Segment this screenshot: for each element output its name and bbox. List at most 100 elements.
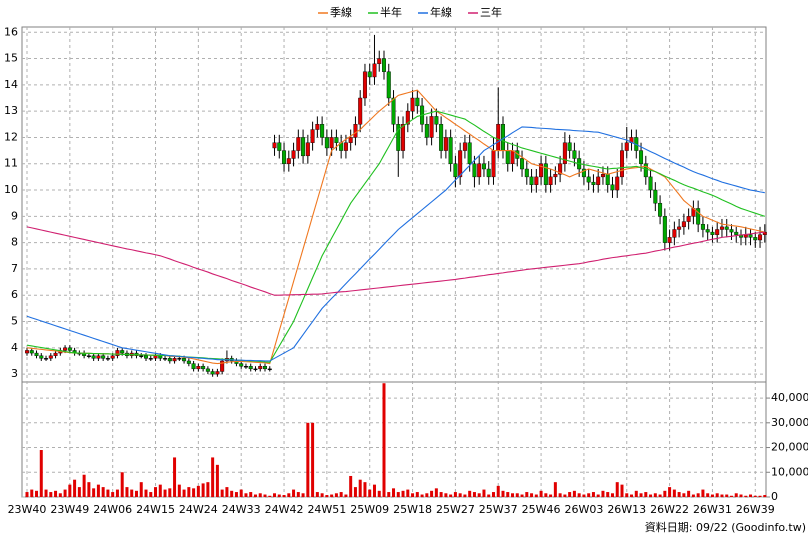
candle-body <box>253 368 258 371</box>
volume-bar <box>149 492 153 497</box>
volume-bar <box>396 492 400 497</box>
candle-body <box>443 137 448 151</box>
volume-bar <box>358 479 362 497</box>
candle-body <box>163 358 168 360</box>
volume-bar <box>477 493 481 497</box>
candle-body <box>534 176 539 185</box>
volume-bar <box>225 487 229 497</box>
candle-body <box>148 358 153 360</box>
candle-body <box>63 347 68 351</box>
volume-bar <box>106 489 110 497</box>
volume-bar <box>139 482 143 497</box>
legend-label: 年線 <box>430 5 452 19</box>
volume-bar <box>96 484 100 497</box>
candle-body <box>29 350 34 354</box>
candle-body <box>572 150 577 159</box>
candle-body <box>182 358 187 362</box>
volume-bar <box>158 484 162 497</box>
candle-body <box>553 174 558 178</box>
volume-bar <box>215 464 219 497</box>
candle-body <box>44 358 49 360</box>
ma-line <box>26 126 765 362</box>
candle-body <box>715 229 720 235</box>
volume-bar <box>472 492 476 497</box>
candle-body <box>405 110 410 125</box>
y2-tick-label: 0 <box>771 490 778 503</box>
volume-bar <box>558 493 562 497</box>
candle-body <box>110 355 115 359</box>
volume-bar <box>249 492 253 497</box>
candle-body <box>120 350 125 354</box>
y-tick-label: 12 <box>4 130 18 143</box>
candle-body <box>539 163 544 178</box>
volume-bar <box>192 488 196 497</box>
volume-bar <box>206 482 210 497</box>
volume-bar <box>363 482 367 497</box>
candle-body <box>353 124 358 138</box>
candle-body <box>401 124 406 151</box>
candle-body <box>662 216 667 243</box>
candle-body <box>105 358 110 360</box>
volume-bar <box>420 494 424 497</box>
volume-bar <box>534 494 538 497</box>
candle-body <box>186 360 191 364</box>
candle-body <box>367 71 372 78</box>
candle-body <box>315 124 320 130</box>
candle-body <box>567 142 572 151</box>
volume-bar <box>696 493 700 497</box>
candle-body <box>600 174 605 178</box>
candle-body <box>481 163 486 170</box>
candle-body <box>263 366 268 370</box>
candle-body <box>258 366 263 370</box>
volume-bar <box>49 492 53 497</box>
y-tick-label: 4 <box>11 341 18 354</box>
volume-bar <box>44 489 48 497</box>
footer: 資料日期: 09/22 (Goodinfo.tw) <box>645 520 806 534</box>
y-tick-label: 8 <box>11 236 18 249</box>
candle-body <box>586 176 591 183</box>
volume-bar <box>468 490 472 497</box>
candle-body <box>719 226 724 230</box>
candle-body <box>334 137 339 143</box>
volume-bar <box>449 494 453 497</box>
volume-bar <box>154 487 158 497</box>
volume-bar <box>430 490 434 497</box>
volume-bar <box>253 494 257 497</box>
volume-bar <box>125 487 129 497</box>
candle-body <box>677 226 682 230</box>
volume-bar <box>187 487 191 497</box>
x-tick-label: 24W42 <box>265 503 304 516</box>
candle-body <box>624 142 629 151</box>
y-tick-label: 16 <box>4 25 18 38</box>
candle-body <box>415 97 420 107</box>
candle-body <box>591 181 596 185</box>
volume-bar <box>687 490 691 497</box>
volume-bar <box>306 422 310 497</box>
x-tick-label: 26W03 <box>564 503 603 516</box>
candle-body <box>320 124 325 138</box>
y-tick-label: 5 <box>11 315 18 328</box>
candle-body <box>96 355 101 359</box>
legend-label: 半年 <box>380 5 402 19</box>
candle-body <box>610 184 615 191</box>
candle-body <box>296 137 301 151</box>
candle-body <box>196 366 201 370</box>
y-tick-label: 11 <box>4 157 18 170</box>
candle-body <box>91 355 96 359</box>
volume-bar <box>720 494 724 497</box>
candle-body <box>101 355 106 359</box>
candle-body <box>248 366 253 370</box>
volume-bar <box>372 484 376 497</box>
volume-bar <box>211 457 215 497</box>
candle-body <box>391 97 396 125</box>
candle-body <box>434 116 439 125</box>
volume-bar <box>439 492 443 497</box>
volume-bar <box>763 495 767 497</box>
volume-bar <box>73 479 77 497</box>
volume-bar <box>320 493 324 497</box>
volume-bar <box>487 494 491 497</box>
candle-body <box>329 137 334 149</box>
volume-bar <box>511 493 515 497</box>
candle-body <box>324 137 329 149</box>
volume-bar <box>639 493 643 497</box>
